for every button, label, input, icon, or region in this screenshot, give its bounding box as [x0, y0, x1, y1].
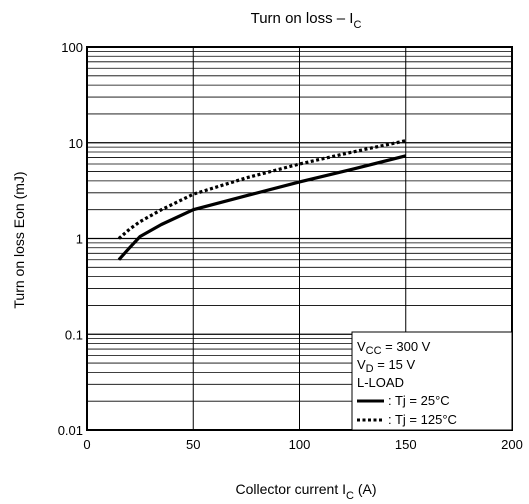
x-tick-label: 150: [395, 437, 417, 452]
grid-lines: [87, 47, 512, 430]
x-tick-label: 200: [501, 437, 523, 452]
y-axis-label: Turn on loss Eon (mJ): [11, 171, 27, 308]
x-axis-label: Collector current IC (A): [236, 481, 377, 502]
condition-load: L-LOAD: [357, 375, 404, 390]
tick-labels: 0 50 100 150 200 0.01 0.1 1 10 100: [58, 40, 523, 452]
x-tick-label: 0: [83, 437, 90, 452]
condition-vd: VD = 15 V: [357, 357, 416, 375]
chart-title: Turn on loss – IC: [251, 10, 362, 31]
legend: VCC = 300 V VD = 15 V L-LOAD : Tj = 25°C…: [351, 331, 513, 431]
data-series: [117, 139, 407, 261]
y-tick-label: 0.1: [65, 327, 83, 342]
legend-label-25c: : Tj = 25°C: [388, 393, 450, 408]
plot-frame: [86, 46, 513, 431]
condition-vcc: VCC = 300 V: [357, 339, 431, 357]
y-tick-label: 0.01: [58, 423, 83, 438]
y-tick-label: 100: [61, 40, 83, 55]
legend-box: [351, 331, 513, 431]
x-tick-label: 50: [186, 437, 200, 452]
legend-label-125c: : Tj = 125°C: [388, 412, 457, 427]
series-line-125c: [117, 139, 407, 240]
y-tick-label: 1: [76, 232, 83, 247]
x-tick-label: 100: [289, 437, 311, 452]
y-tick-label: 10: [69, 136, 83, 151]
series-line-25c: [117, 154, 407, 261]
